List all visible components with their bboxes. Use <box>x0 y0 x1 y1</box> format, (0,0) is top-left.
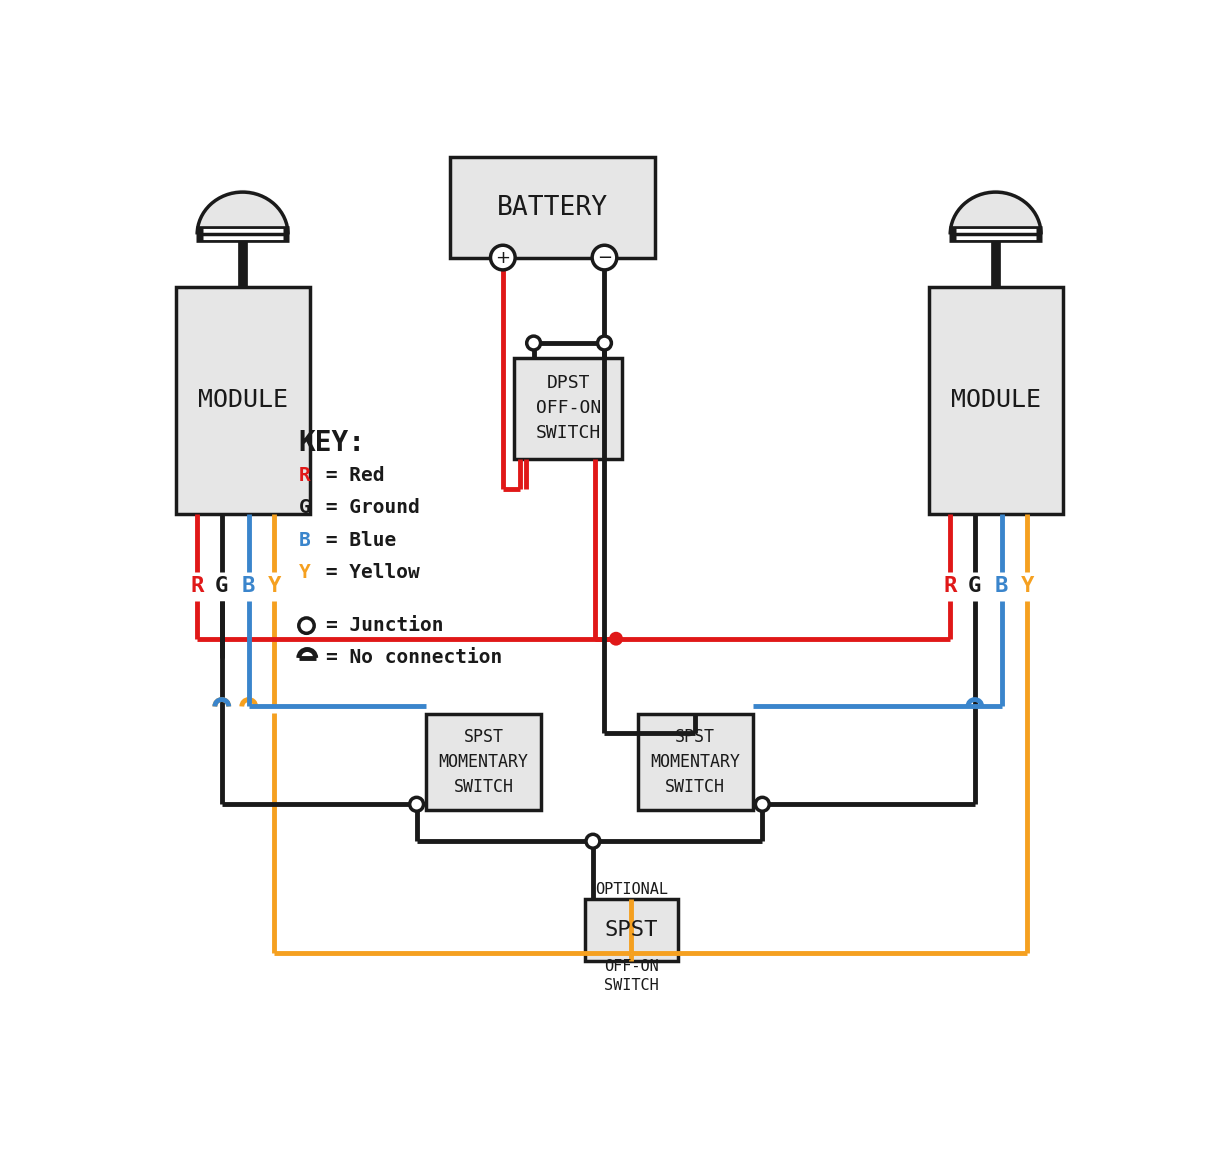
Text: −: − <box>597 248 612 267</box>
Text: B: B <box>242 576 255 596</box>
Text: R: R <box>943 576 957 596</box>
Circle shape <box>609 632 623 645</box>
Text: R: R <box>191 576 204 596</box>
Text: OFF-ON
SWITCH: OFF-ON SWITCH <box>604 959 658 993</box>
Text: DPST
OFF-ON
SWITCH: DPST OFF-ON SWITCH <box>535 375 600 443</box>
Text: Y: Y <box>1021 576 1034 596</box>
Text: SPST: SPST <box>605 919 658 940</box>
Text: = Junction: = Junction <box>326 616 443 635</box>
Text: B: B <box>298 530 310 549</box>
Text: KEY:: KEY: <box>298 430 366 457</box>
Text: = No connection: = No connection <box>326 649 503 667</box>
Circle shape <box>298 618 314 634</box>
FancyBboxPatch shape <box>929 287 1063 514</box>
Text: = Yellow: = Yellow <box>314 563 420 582</box>
Circle shape <box>592 245 617 269</box>
Text: = Blue: = Blue <box>314 530 396 549</box>
Circle shape <box>410 797 424 812</box>
Wedge shape <box>951 190 1040 234</box>
Circle shape <box>598 336 611 350</box>
Text: MODULE: MODULE <box>951 389 1041 412</box>
Circle shape <box>755 797 769 812</box>
Text: = Red: = Red <box>314 466 384 485</box>
Text: R: R <box>298 466 310 485</box>
Text: BATTERY: BATTERY <box>496 194 608 220</box>
Text: G: G <box>215 576 228 596</box>
Text: MODULE: MODULE <box>198 389 288 412</box>
Text: SPST
MOMENTARY
SWITCH: SPST MOMENTARY SWITCH <box>439 728 529 796</box>
Text: Y: Y <box>298 563 310 582</box>
Circle shape <box>527 336 540 350</box>
Wedge shape <box>198 190 288 234</box>
FancyBboxPatch shape <box>515 358 622 459</box>
Text: OPTIONAL: OPTIONAL <box>594 882 668 897</box>
Text: Y: Y <box>267 576 280 596</box>
FancyBboxPatch shape <box>585 899 678 960</box>
Circle shape <box>490 245 515 269</box>
Text: B: B <box>995 576 1009 596</box>
Text: SPST
MOMENTARY
SWITCH: SPST MOMENTARY SWITCH <box>650 728 741 796</box>
Text: G: G <box>968 576 982 596</box>
Circle shape <box>586 834 600 848</box>
Text: = Ground: = Ground <box>314 499 420 518</box>
FancyBboxPatch shape <box>638 714 753 810</box>
Text: G: G <box>298 499 310 518</box>
Text: +: + <box>495 248 510 267</box>
FancyBboxPatch shape <box>426 714 541 810</box>
FancyBboxPatch shape <box>175 287 310 514</box>
FancyBboxPatch shape <box>451 157 655 258</box>
